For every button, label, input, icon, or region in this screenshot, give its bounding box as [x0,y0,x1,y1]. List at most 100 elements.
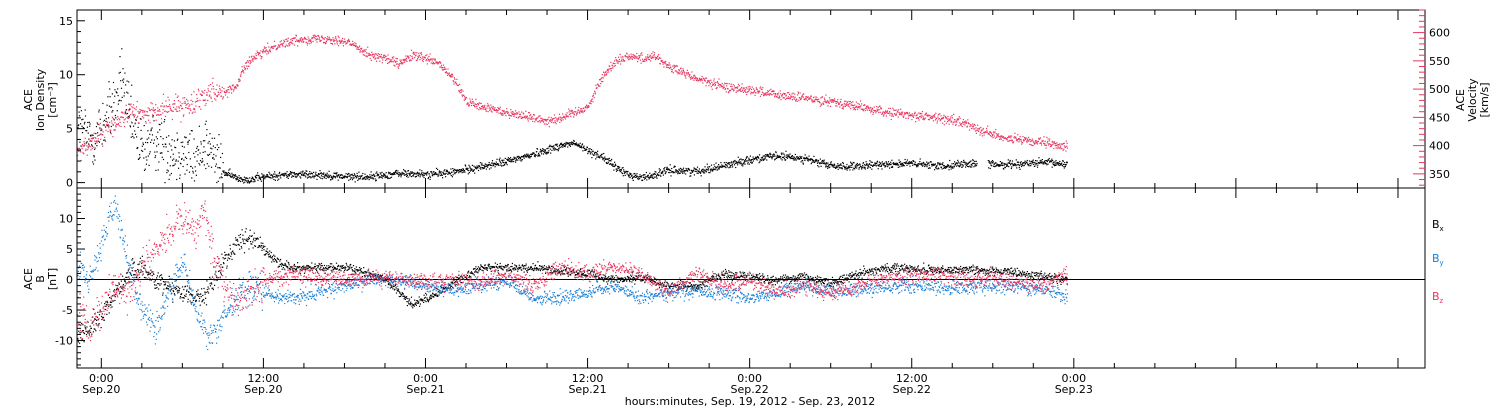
density-point [407,170,410,172]
density-point [1036,166,1039,168]
density-point [975,160,977,162]
velocity-point [474,106,476,108]
velocity-point [407,56,409,58]
density-point [888,163,890,165]
density-point [839,167,841,169]
velocity-point [211,82,214,84]
velocity-point [728,91,730,93]
velocity-point [254,57,256,59]
density-point [181,145,183,147]
density-point [411,172,413,174]
density-point [904,162,907,165]
velocity-point [515,110,517,112]
density-point [936,168,938,170]
density-point [926,166,928,168]
velocity-point [1040,142,1042,144]
velocity-point [921,111,924,113]
velocity-point [486,107,488,109]
density-point [265,176,267,178]
velocity-point [766,92,768,94]
velocity-point [848,100,850,103]
velocity-point [804,99,806,101]
velocity-point [578,106,580,108]
velocity-point [295,40,297,43]
density-point [737,164,739,166]
velocity-point [252,58,255,60]
density-point [834,166,836,168]
velocity-point [107,121,109,123]
velocity-point [1024,138,1026,140]
density-point [465,165,467,167]
density-point [428,176,430,179]
density-point [849,169,851,171]
density-point [659,174,661,176]
density-point [569,145,571,147]
density-point [82,118,84,120]
density-point [602,157,604,159]
density-point [752,156,754,158]
density-point [1024,162,1026,164]
velocity-point [611,65,614,67]
density-point [805,158,807,160]
density-point [653,173,655,175]
density-point [819,158,821,160]
velocity-point [450,76,452,78]
density-point [469,166,471,168]
velocity-point [944,120,946,122]
density-point [207,154,209,156]
velocity-point [489,108,492,110]
density-point [113,102,115,104]
density-point [681,168,683,170]
density-point [717,167,719,169]
velocity-point [341,40,343,42]
density-point [789,157,791,159]
velocity-point [432,63,434,65]
density-point [320,177,322,179]
density-point [1008,166,1010,168]
density-point [808,155,810,157]
velocity-point [160,114,162,116]
velocity-point [80,159,82,162]
velocity-point [112,136,114,138]
velocity-point [562,119,564,121]
density-point [768,155,770,158]
velocity-point [744,89,746,91]
velocity-point [410,49,413,51]
velocity-point [794,93,796,95]
velocity-point [530,116,532,119]
density-point [376,175,378,177]
velocity-point [452,80,454,82]
density-point [673,171,675,173]
velocity-point [92,138,94,140]
velocity-point [355,43,357,45]
velocity-point [718,83,720,85]
density-point [1058,162,1060,164]
density-point [542,150,544,153]
velocity-point [653,54,655,56]
density-point [803,157,805,159]
velocity-point [428,55,430,58]
velocity-point [1045,147,1047,149]
density-point [945,166,947,169]
density-point [276,176,278,178]
velocity-point [151,103,153,105]
velocity-point [412,51,415,53]
velocity-point [441,69,443,71]
density-point [795,158,797,160]
density-point [1018,167,1020,169]
density-point [754,158,756,160]
density-point [632,179,634,181]
density-point [189,133,191,135]
velocity-point [781,95,783,97]
velocity-point [86,154,88,156]
density-point [153,120,155,122]
velocity-point [870,107,872,109]
density-point [960,161,962,163]
velocity-point [467,102,469,104]
density-point [233,174,235,176]
density-point [186,169,188,171]
density-point [730,162,732,164]
density-point [956,163,958,165]
density-point [944,165,946,167]
velocity-point [704,79,706,81]
